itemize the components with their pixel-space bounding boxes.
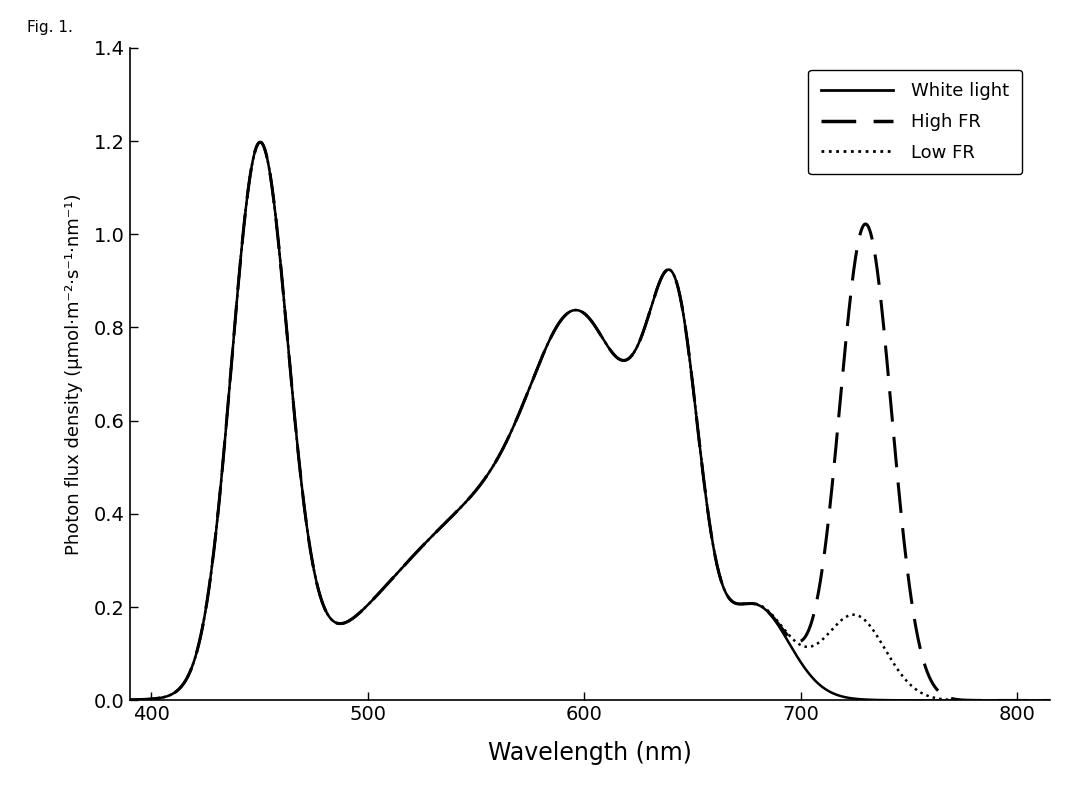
X-axis label: Wavelength (nm): Wavelength (nm) bbox=[488, 741, 691, 765]
Legend: White light, High FR, Low FR: White light, High FR, Low FR bbox=[808, 70, 1022, 174]
Y-axis label: Photon flux density (μmol·m⁻²·s⁻¹·nm⁻¹): Photon flux density (μmol·m⁻²·s⁻¹·nm⁻¹) bbox=[65, 193, 83, 555]
Text: Fig. 1.: Fig. 1. bbox=[27, 20, 72, 35]
